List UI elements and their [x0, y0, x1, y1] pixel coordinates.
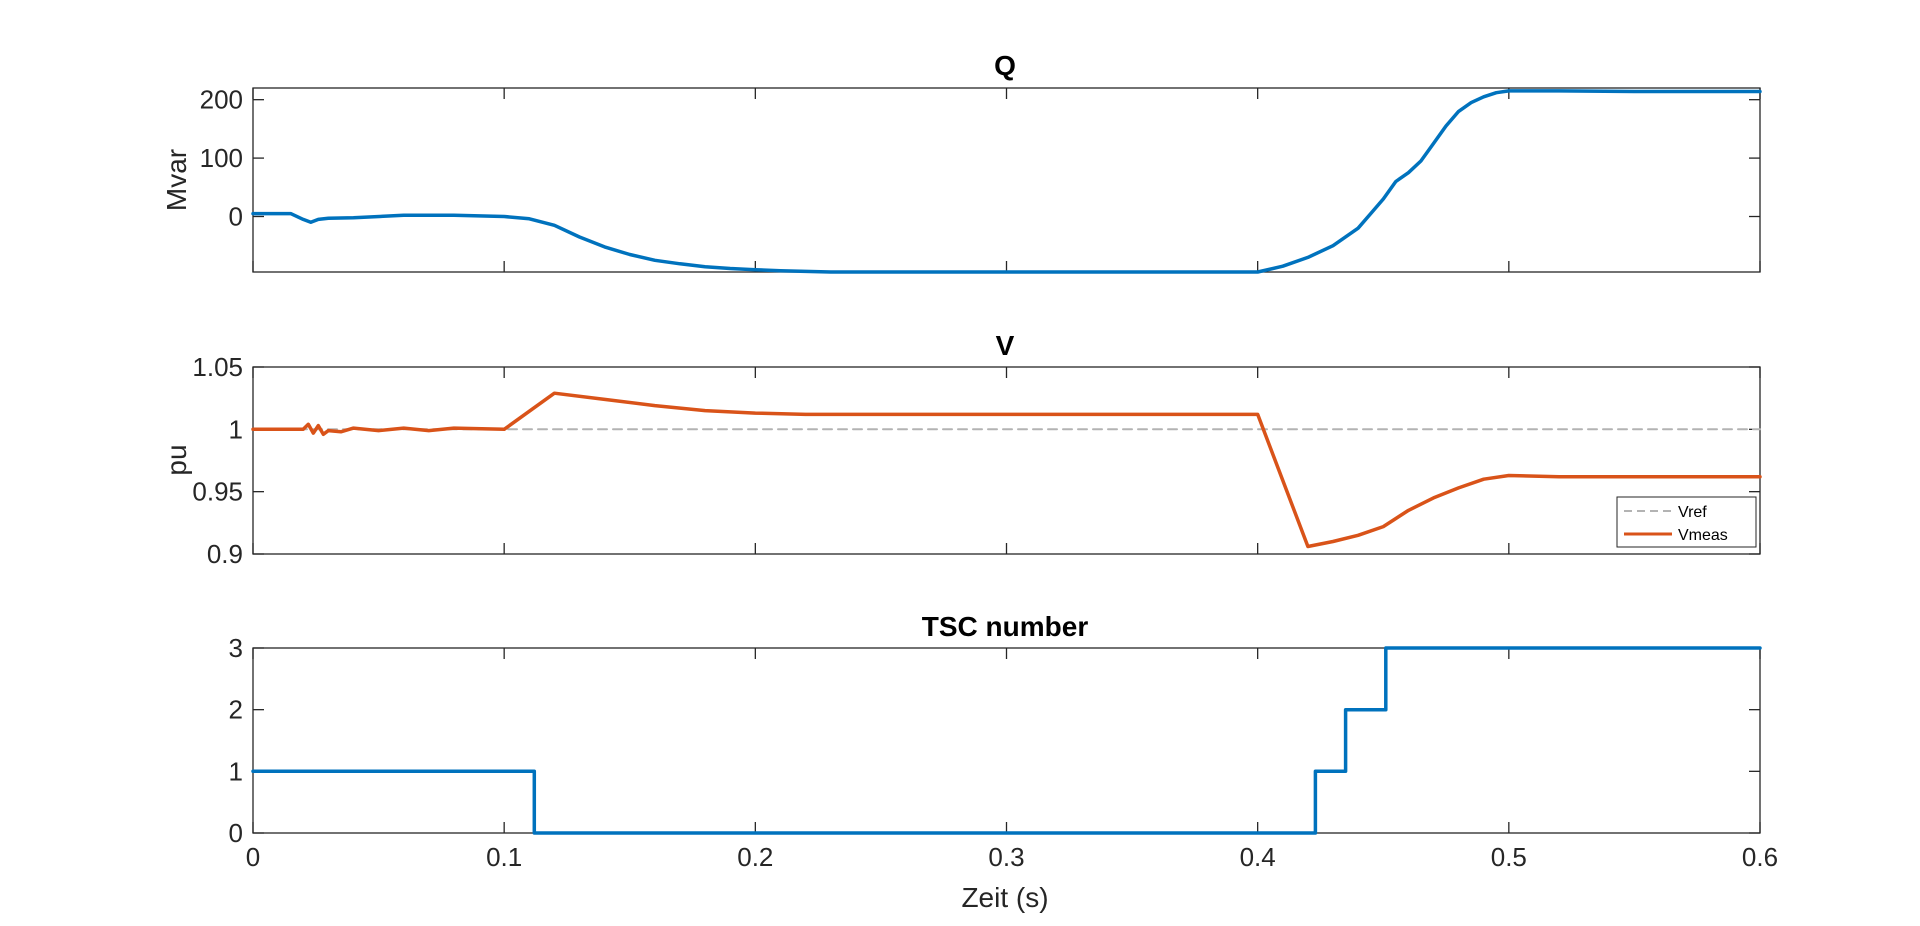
- q-panel-ticks: 0 100 200: [200, 85, 1761, 272]
- tsc-panel-xtick-label: 0.1: [486, 842, 522, 872]
- v-panel-series: [251, 391, 1762, 549]
- tsc-panel-xtick-label: 0.4: [1240, 842, 1276, 872]
- v-panel-series-line-vmeas: [251, 391, 1762, 549]
- tsc-panel-xtick-label: 0.6: [1742, 842, 1778, 872]
- tsc-panel-series-line-0: [251, 646, 1762, 835]
- v-panel-title: V: [996, 330, 1015, 361]
- v-panel-ytick-label: 1: [229, 414, 243, 444]
- q-panel-ytick-label: 200: [200, 85, 243, 115]
- legend-box: [1616, 496, 1757, 548]
- q-panel-ylabel: Mvar: [161, 149, 192, 211]
- tsc-panel-ytick-label: 2: [229, 695, 243, 725]
- v-panel-ytick-label: 1.05: [192, 352, 243, 382]
- tsc-panel-ytick-label: 0: [229, 818, 243, 848]
- v-panel-ytick-label: 0.9: [207, 539, 243, 569]
- q-panel-series: [251, 89, 1762, 274]
- v-panel-legend: Vref Vmeas: [1616, 496, 1757, 548]
- tsc-panel-axes: [252, 647, 1761, 834]
- q-panel-ytick-label: 100: [200, 143, 243, 173]
- v-panel: V pu 0.9 0.95 1 1.05 Vref Vmeas: [161, 330, 1762, 569]
- q-panel-title: Q: [994, 50, 1016, 81]
- tsc-panel-series: [251, 646, 1762, 835]
- v-panel-axes: [252, 366, 1761, 555]
- tsc-panel-xtick-label: 0.2: [737, 842, 773, 872]
- tsc-panel-xtick-label: 0.3: [988, 842, 1024, 872]
- legend-label-vref: Vref: [1678, 504, 1707, 521]
- q-panel-axes: [252, 87, 1761, 273]
- legend-label-vmeas: Vmeas: [1678, 527, 1728, 544]
- tsc-panel-xtick-label: 0.5: [1491, 842, 1527, 872]
- tsc-panel-title: TSC number: [922, 611, 1089, 642]
- v-panel-ticks: 0.9 0.95 1 1.05: [192, 352, 1761, 569]
- tsc-panel-xtick-label: 0: [246, 842, 260, 872]
- v-panel-ylabel: pu: [161, 444, 192, 475]
- q-panel: Q Mvar 0 100 200: [161, 50, 1762, 274]
- tsc-panel-xlabel: Zeit (s): [961, 882, 1048, 913]
- q-panel-series-line-0: [251, 89, 1762, 274]
- tsc-panel-ytick-label: 1: [229, 756, 243, 786]
- q-panel-ytick-label: 0: [229, 202, 243, 232]
- tsc-panel: TSC number 0 0.1 0.2 0.3 0.4 0.5 0.6 0 1 2 3 Zeit …: [229, 611, 1779, 913]
- v-panel-ytick-label: 0.95: [192, 477, 243, 507]
- tsc-panel-ticks: 0 0.1 0.2 0.3 0.4 0.5 0.6 0 1 2 3: [229, 633, 1779, 872]
- tsc-panel-ytick-label: 3: [229, 633, 243, 663]
